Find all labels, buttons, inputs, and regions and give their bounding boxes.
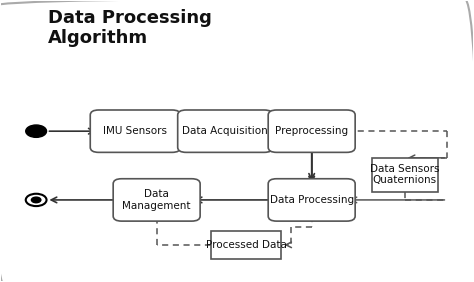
Text: Data Processing
Algorithm: Data Processing Algorithm	[48, 9, 212, 47]
FancyBboxPatch shape	[178, 110, 273, 152]
FancyBboxPatch shape	[268, 179, 355, 221]
Circle shape	[31, 197, 41, 203]
Text: Data Sensors
Quaternions: Data Sensors Quaternions	[370, 164, 439, 186]
Text: Data Processing: Data Processing	[270, 195, 354, 205]
FancyBboxPatch shape	[372, 158, 438, 191]
Text: Processed Data: Processed Data	[206, 240, 287, 250]
Text: Preprocessing: Preprocessing	[275, 126, 348, 136]
FancyBboxPatch shape	[268, 110, 355, 152]
FancyBboxPatch shape	[90, 110, 181, 152]
FancyBboxPatch shape	[211, 231, 282, 259]
Text: Data
Management: Data Management	[122, 189, 191, 211]
Text: Data Acquisition: Data Acquisition	[182, 126, 268, 136]
Text: IMU Sensors: IMU Sensors	[103, 126, 167, 136]
Circle shape	[26, 194, 46, 206]
Circle shape	[26, 125, 46, 137]
FancyBboxPatch shape	[113, 179, 200, 221]
